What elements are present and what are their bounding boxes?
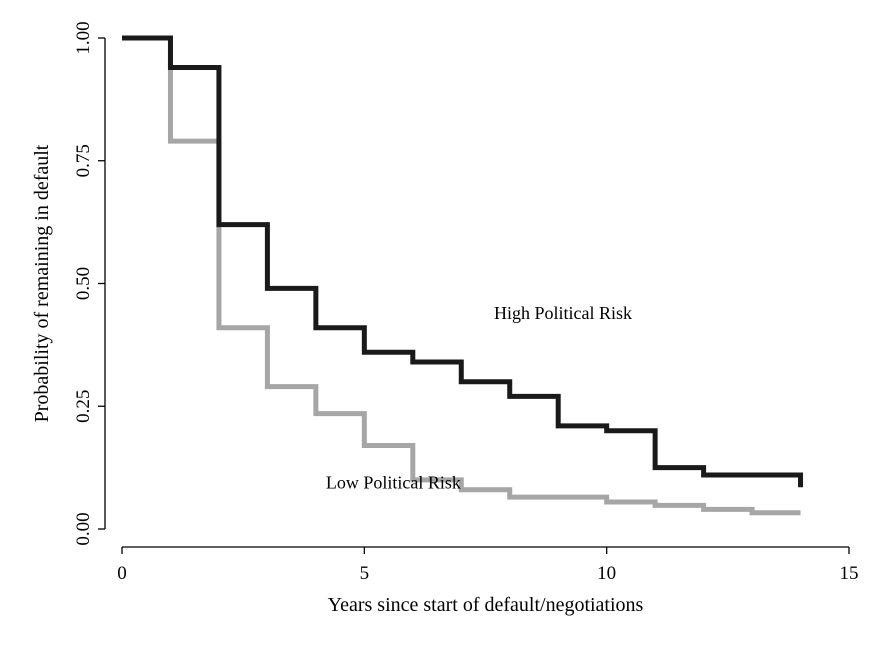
x-axis: 0 5 10 15 [117, 546, 859, 584]
series-line-1 [122, 35, 801, 516]
x-axis-title: Years since start of default/negotiation… [328, 594, 644, 616]
y-tick-label: 0.25 [73, 390, 94, 423]
y-tick-label: 0.75 [73, 144, 94, 177]
annotation-label: Low Political Risk [326, 472, 461, 492]
y-tick-label: 1.00 [73, 21, 94, 54]
annotations: High Political Risk Low Political Risk [326, 303, 632, 492]
y-axis: 0.00 0.25 0.50 0.75 1.00 [73, 21, 106, 546]
annotation-label: High Political Risk [494, 303, 632, 323]
x-tick-label: 5 [360, 563, 370, 584]
x-tick-label: 15 [840, 563, 859, 584]
x-tick-label: 0 [117, 563, 127, 584]
series-layer [122, 35, 804, 516]
x-tick-label: 10 [597, 563, 616, 584]
y-tick-label: 0.50 [73, 267, 94, 300]
y-axis-title: Probability of remaining in default [31, 144, 53, 422]
y-tick-label: 0.00 [73, 512, 94, 545]
series-line-0 [122, 35, 804, 488]
